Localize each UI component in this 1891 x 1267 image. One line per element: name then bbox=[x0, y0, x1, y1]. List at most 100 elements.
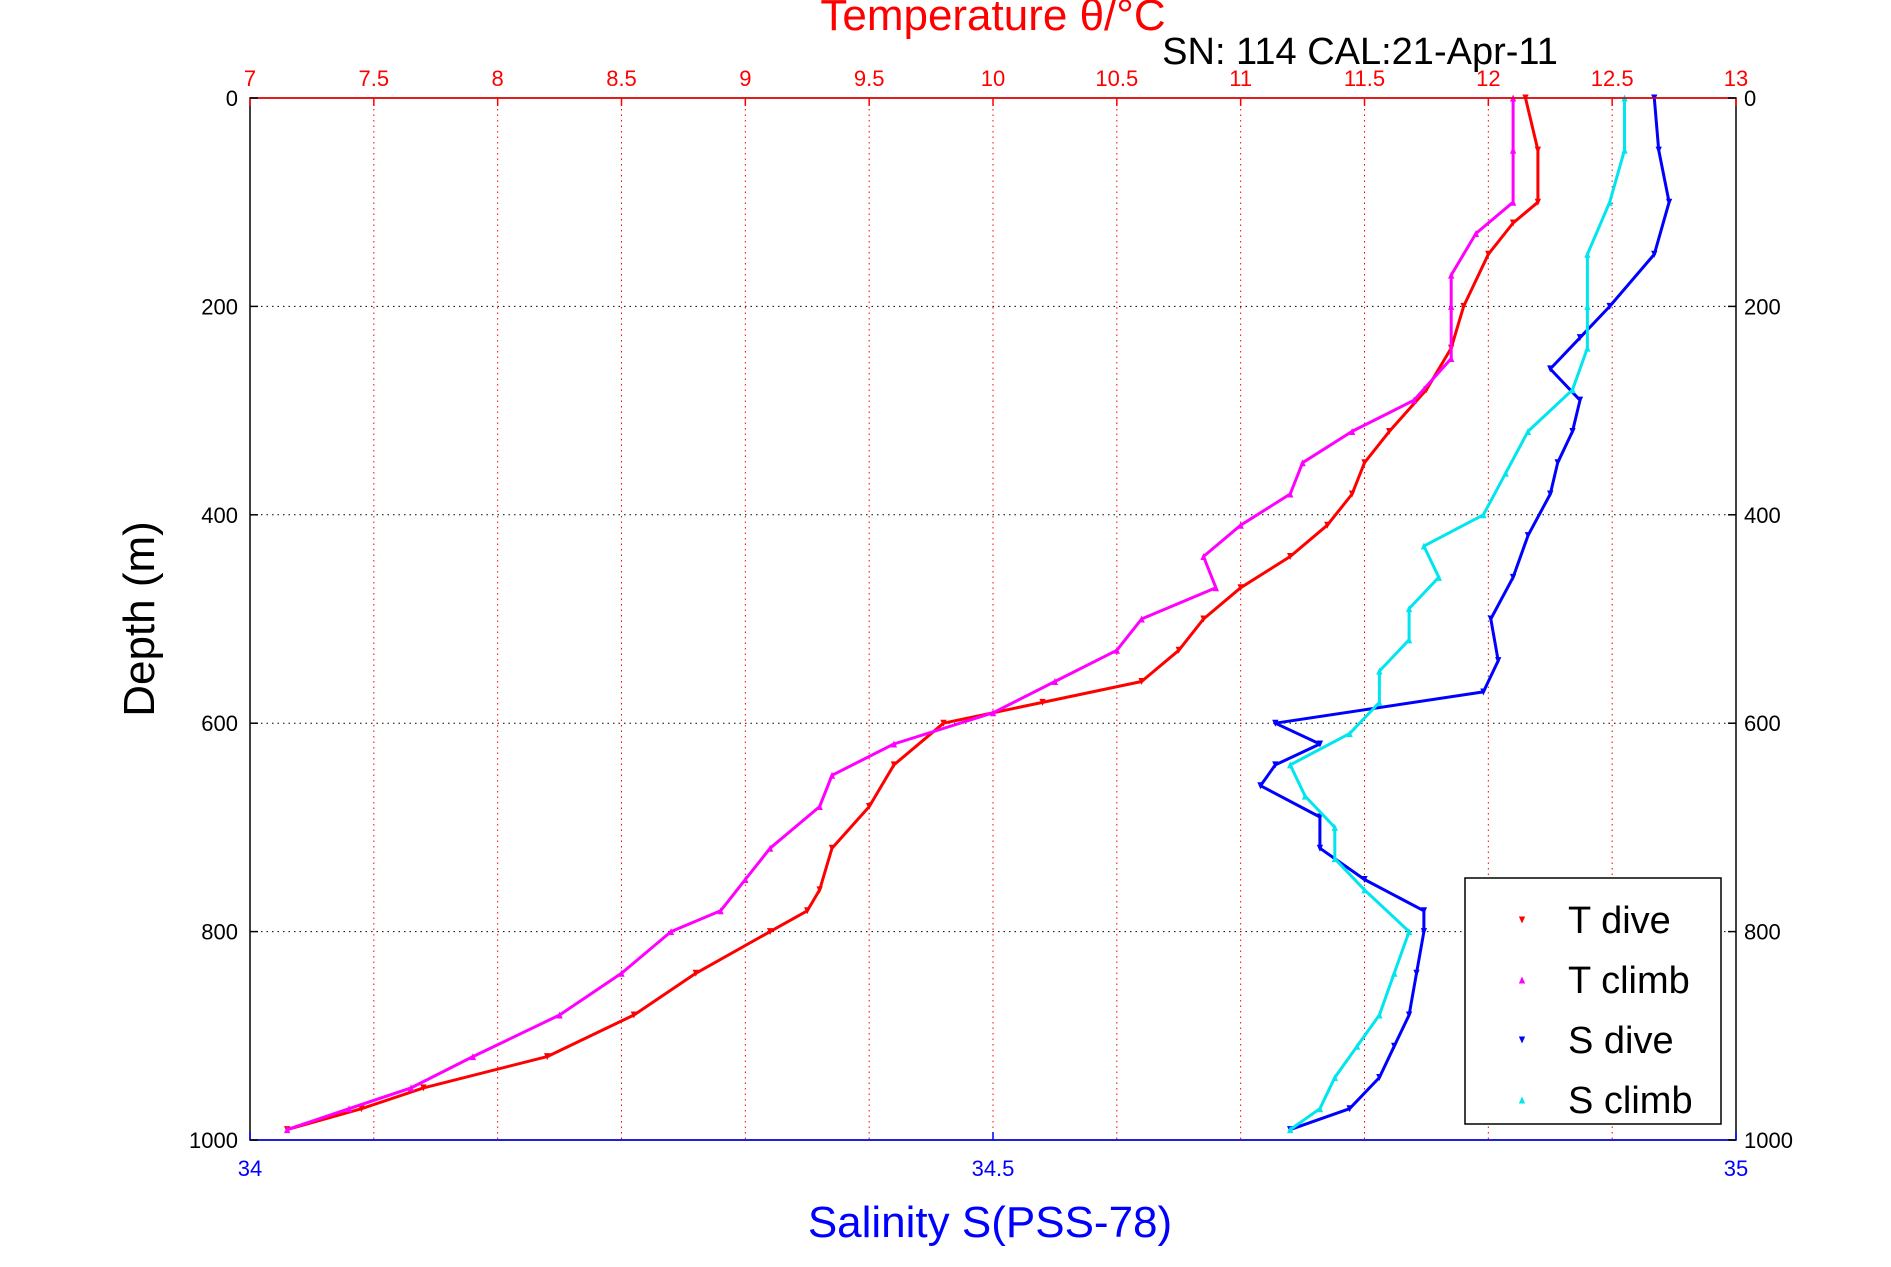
data-point-t-climb bbox=[828, 771, 836, 779]
data-point-s-climb bbox=[1376, 698, 1383, 706]
data-point-s-dive bbox=[1376, 1073, 1383, 1081]
data-point-t-climb bbox=[1212, 584, 1220, 592]
data-point-t-climb bbox=[717, 907, 724, 915]
data-point-s-dive bbox=[1391, 1042, 1398, 1050]
temperature-tick-label: 9 bbox=[739, 66, 751, 91]
data-point-s-dive bbox=[1606, 302, 1613, 310]
legend-marker-t-climb bbox=[1518, 976, 1526, 984]
data-point-t-dive bbox=[1175, 646, 1182, 654]
data-point-s-dive bbox=[1655, 146, 1662, 154]
temperature-tick-label: 8 bbox=[492, 66, 504, 91]
data-point-s-dive bbox=[1272, 719, 1279, 727]
data-point-s-dive bbox=[1495, 657, 1502, 665]
data-point-s-climb bbox=[1376, 667, 1383, 675]
data-point-s-climb bbox=[1524, 427, 1532, 435]
ticks-layer: 7 7.5 8 8.5 9 9.5 10 10.5 11 11.5 12 12.5 13 34 34.5 35… bbox=[189, 66, 1793, 1181]
data-point-s-climb bbox=[1435, 573, 1442, 581]
data-point-s-dive bbox=[1509, 573, 1517, 581]
data-point-t-climb bbox=[766, 844, 774, 852]
temperature-tick-label: 11.5 bbox=[1344, 66, 1385, 91]
temperature-tick-label: 12.5 bbox=[1591, 66, 1634, 91]
depth-tick-label-left: 400 bbox=[201, 503, 238, 528]
series-line-t-dive bbox=[286, 97, 1540, 1132]
data-point-t-climb bbox=[1138, 615, 1145, 623]
data-point-s-dive bbox=[1257, 782, 1264, 790]
series-s-dive bbox=[1257, 94, 1673, 1134]
depth-tick-label-left: 600 bbox=[201, 711, 238, 736]
data-point-s-climb bbox=[1376, 1011, 1383, 1019]
data-point-s-climb bbox=[1353, 1042, 1361, 1050]
legend-box bbox=[1464, 877, 1722, 1125]
data-point-t-climb bbox=[1113, 646, 1120, 654]
data-point-t-dive bbox=[1237, 584, 1244, 592]
data-point-t-climb bbox=[1509, 198, 1517, 206]
data-point-s-dive bbox=[1480, 688, 1487, 696]
data-point-s-climb bbox=[1316, 1105, 1324, 1113]
data-point-t-dive bbox=[544, 1053, 551, 1061]
data-point-s-dive bbox=[1665, 198, 1673, 206]
data-point-t-climb bbox=[1472, 229, 1480, 237]
legend-marker-s-climb bbox=[1518, 1096, 1526, 1104]
depth-tick-label-right: 800 bbox=[1744, 920, 1781, 945]
data-point-t-climb bbox=[1237, 521, 1244, 529]
data-point-t-climb bbox=[989, 709, 997, 717]
data-point-t-climb bbox=[1448, 302, 1455, 310]
data-point-t-climb bbox=[284, 1126, 291, 1134]
data-point-t-climb bbox=[469, 1053, 477, 1061]
data-point-s-climb bbox=[1331, 823, 1338, 831]
legend-label-t-dive: T dive bbox=[1568, 900, 1671, 942]
data-point-s-dive bbox=[1569, 427, 1576, 435]
chart-subtitle: SN: 114 CAL:21-Apr-11 bbox=[1162, 31, 1558, 73]
data-point-s-dive bbox=[1547, 490, 1554, 498]
data-point-t-dive bbox=[1509, 219, 1517, 227]
data-point-s-climb bbox=[1584, 344, 1591, 352]
y-axis-label: Depth (m) bbox=[115, 521, 164, 717]
depth-tick-label-left: 1000 bbox=[189, 1128, 238, 1153]
data-point-t-climb bbox=[1051, 678, 1059, 686]
data-point-t-dive bbox=[1361, 459, 1368, 467]
data-point-t-climb bbox=[1448, 355, 1455, 362]
data-point-s-dive bbox=[1316, 844, 1324, 852]
temperature-tick-label: 9.5 bbox=[854, 66, 885, 91]
data-point-t-climb bbox=[1200, 552, 1207, 560]
data-point-s-dive bbox=[1272, 761, 1279, 769]
data-point-s-dive bbox=[1554, 459, 1561, 467]
temperature-tick-label: 8.5 bbox=[606, 66, 637, 91]
temperature-tick-label: 7 bbox=[244, 66, 256, 91]
series-t-climb bbox=[284, 94, 1517, 1134]
legend-label-t-climb: T climb bbox=[1568, 960, 1690, 1002]
depth-tick-label-right: 200 bbox=[1744, 294, 1781, 319]
data-point-t-climb bbox=[742, 876, 749, 883]
data-point-t-dive bbox=[940, 719, 947, 727]
data-point-t-climb bbox=[1287, 490, 1294, 498]
data-point-t-dive bbox=[1485, 250, 1492, 258]
depth-tick-label-right: 600 bbox=[1744, 711, 1781, 736]
data-point-s-dive bbox=[1576, 396, 1584, 404]
chart-title: Temperature θ/°C bbox=[820, 0, 1165, 40]
salinity-tick-label: 34 bbox=[238, 1156, 262, 1181]
legend-label-s-dive: S dive bbox=[1568, 1020, 1674, 1062]
data-point-t-dive bbox=[890, 761, 898, 769]
data-point-t-climb bbox=[1299, 459, 1306, 467]
data-point-s-climb bbox=[1606, 198, 1613, 206]
temperature-tick-label: 10 bbox=[981, 66, 1005, 91]
data-point-t-dive bbox=[1324, 521, 1331, 529]
series-line-t-climb bbox=[286, 98, 1515, 1132]
data-point-t-dive bbox=[1039, 698, 1046, 706]
legend-marker-t-dive bbox=[1518, 916, 1526, 924]
data-point-t-dive bbox=[420, 1084, 427, 1092]
data-point-t-dive bbox=[1460, 302, 1467, 310]
data-point-t-dive bbox=[1287, 552, 1294, 560]
data-point-t-dive bbox=[1534, 146, 1542, 154]
data-point-s-climb bbox=[1287, 1126, 1294, 1134]
data-point-t-climb bbox=[1410, 396, 1418, 404]
data-point-s-dive bbox=[1405, 1011, 1413, 1019]
data-point-s-climb bbox=[1420, 542, 1428, 550]
data-point-s-dive bbox=[1547, 365, 1554, 373]
data-point-s-climb bbox=[1569, 386, 1576, 394]
temperature-tick-label: 11 bbox=[1229, 66, 1252, 91]
data-point-s-climb bbox=[1331, 1073, 1338, 1081]
depth-tick-label-left: 0 bbox=[226, 86, 238, 111]
data-point-s-climb bbox=[1584, 302, 1591, 310]
legend-label-s-climb: S climb bbox=[1568, 1080, 1693, 1122]
